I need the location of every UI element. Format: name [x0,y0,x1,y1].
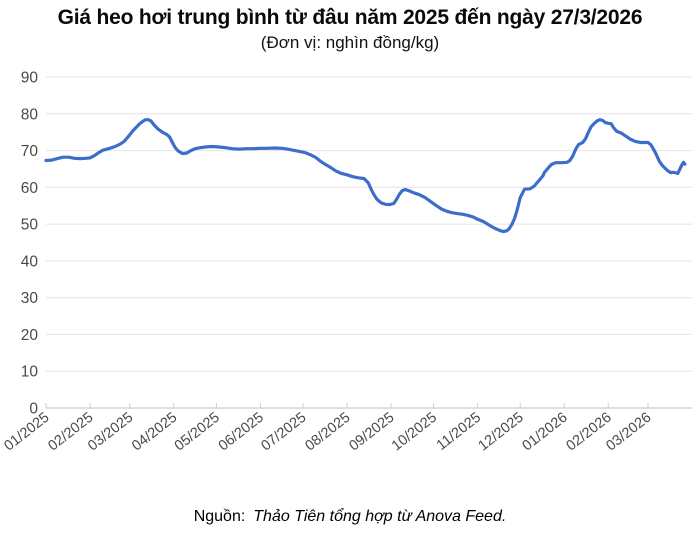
y-axis-label: 80 [21,106,39,123]
x-axis-label: 06/2025 [216,410,267,455]
chart-title: Giá heo hơi trung bình từ đâu năm 2025 đ… [57,6,643,29]
x-axis-label: 12/2025 [476,410,527,455]
chart-subtitle: (Đơn vị: nghìn đồng/kg) [260,33,440,52]
x-axis-label: 01/2025 [1,410,52,455]
y-axis-label: 50 [21,217,39,234]
y-axis-label: 20 [21,327,39,344]
x-axis-label: 01/2026 [520,410,571,455]
y-axis-label: 30 [21,290,39,307]
x-axis-label: 08/2025 [302,410,353,455]
y-axis-label: 0 [29,401,38,418]
x-axis-label: 09/2025 [346,410,397,455]
x-axis-label: 05/2025 [172,410,223,455]
source-note: Nguồn: Thảo Tiên tổng hợp từ Anova Feed. [0,508,700,526]
source-text: Thảo Tiên tổng hợp từ Anova Feed. [253,508,507,525]
y-axis-label: 90 [21,70,39,87]
x-axis-label: 04/2025 [129,410,180,455]
x-axis-label: 11/2025 [434,410,484,454]
x-axis-label: 10/2025 [389,410,440,455]
y-axis-label: 10 [21,364,39,381]
y-axis-label: 70 [21,143,39,160]
x-axis-label: 07/2025 [258,410,309,455]
price-line [44,118,687,234]
y-axis-label: 60 [21,180,39,197]
x-axis-label: 03/2025 [85,410,136,455]
source-label: Nguồn: [193,508,246,525]
y-axis-label: 40 [21,253,39,270]
x-axis-label: 03/2026 [603,410,654,455]
